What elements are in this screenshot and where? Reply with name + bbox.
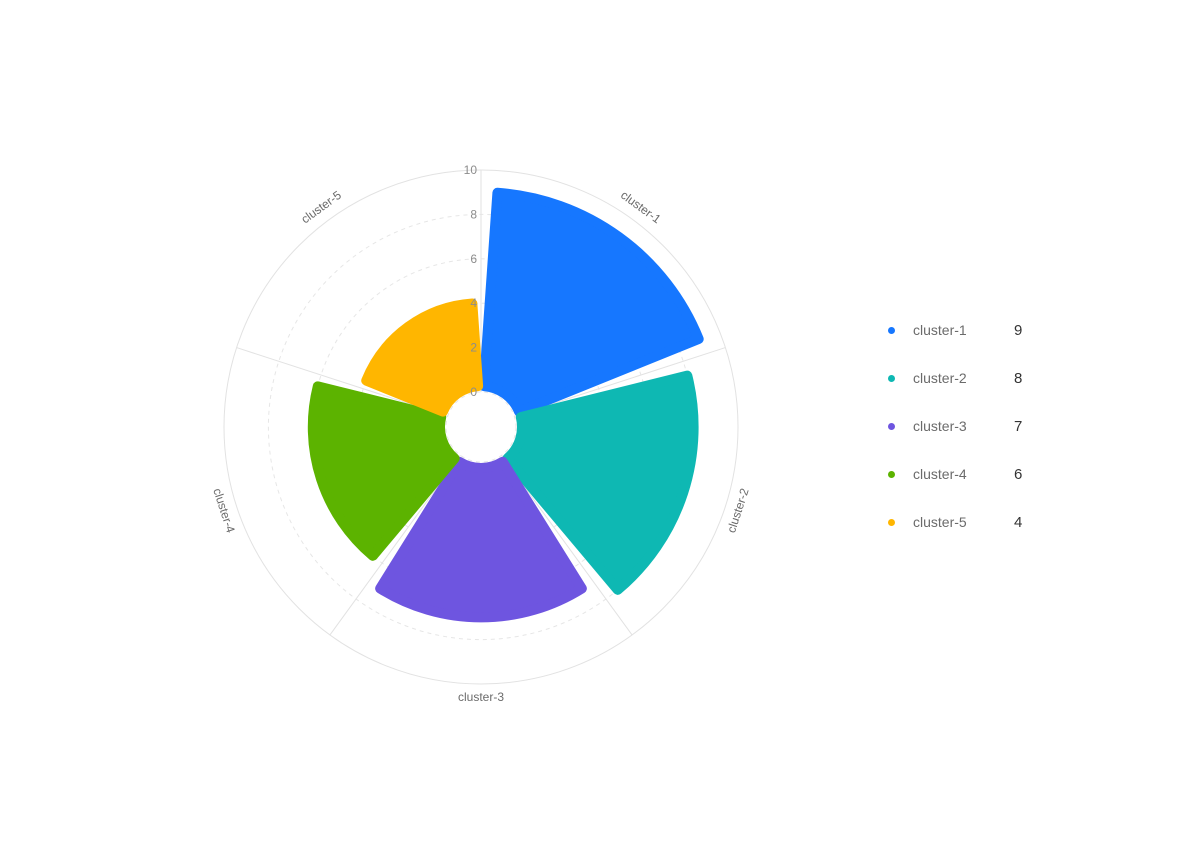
- radial-tick-label: 4: [470, 296, 477, 310]
- grid-spoke: [236, 347, 448, 417]
- category-label-cluster-2: cluster-2: [724, 486, 752, 534]
- legend-item-cluster-3[interactable]: cluster-3 7: [884, 414, 1044, 438]
- legend-value: 6: [1014, 465, 1023, 483]
- radial-tick-label: 2: [470, 341, 477, 355]
- grid-spoke: [329, 455, 461, 636]
- legend-marker-icon: [888, 422, 895, 430]
- legend-marker-icon: [888, 470, 895, 478]
- center-hole: [447, 393, 515, 461]
- grid-spoke: [501, 455, 633, 636]
- legend-item-cluster-2[interactable]: cluster-2 8: [884, 366, 1044, 390]
- legend-marker-icon: [888, 326, 895, 334]
- category-label-cluster-3: cluster-3: [458, 690, 504, 704]
- legend-label: cluster-5: [913, 514, 967, 530]
- legend-value: 4: [1014, 513, 1023, 531]
- bar-cluster-1[interactable]: [478, 187, 704, 417]
- radial-tick-label: 10: [464, 163, 478, 177]
- grid-circle-0: [445, 391, 517, 463]
- radial-tick-label: 0: [470, 385, 477, 399]
- legend-marker-icon: [888, 518, 895, 526]
- legend-item-cluster-1[interactable]: cluster-1 9: [884, 318, 1044, 342]
- legend-label: cluster-3: [913, 418, 967, 434]
- grid-spoke: [514, 347, 726, 417]
- bar-cluster-5[interactable]: [361, 298, 484, 417]
- radial-tick-label: 6: [470, 252, 477, 266]
- legend-label: cluster-2: [913, 370, 967, 386]
- bar-cluster-2[interactable]: [502, 370, 699, 595]
- bar-cluster-3[interactable]: [375, 456, 587, 623]
- category-label-cluster-5: cluster-5: [298, 188, 344, 227]
- bar-cluster-4[interactable]: [307, 381, 460, 561]
- legend-label: cluster-4: [913, 466, 967, 482]
- category-label-cluster-4: cluster-4: [210, 486, 238, 534]
- legend-label: cluster-1: [913, 322, 967, 338]
- legend-marker-icon: [888, 374, 895, 382]
- rose-bars: [307, 187, 704, 623]
- legend-value: 7: [1014, 417, 1023, 435]
- legend: cluster-1 9 cluster-2 8 cluster-3 7 clus…: [884, 318, 1044, 558]
- legend-value: 9: [1014, 321, 1023, 339]
- legend-item-cluster-5[interactable]: cluster-5 4: [884, 510, 1044, 534]
- legend-item-cluster-4[interactable]: cluster-4 6: [884, 462, 1044, 486]
- category-label-cluster-1: cluster-1: [618, 188, 664, 227]
- radial-tick-label: 8: [470, 207, 477, 221]
- legend-value: 8: [1014, 369, 1023, 387]
